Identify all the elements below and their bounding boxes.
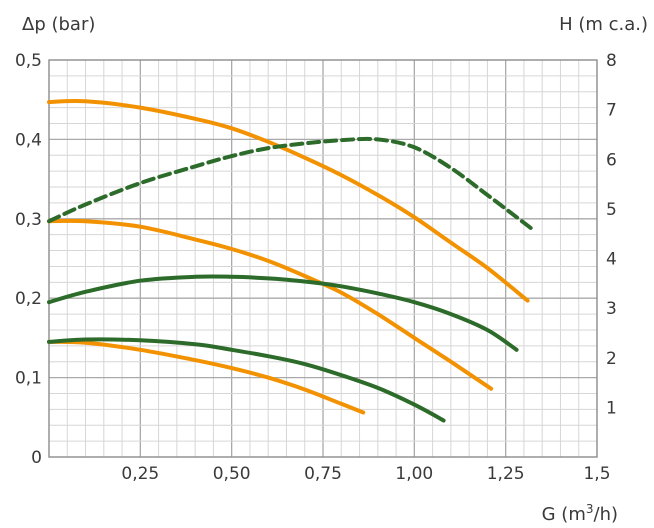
right-tick-label: 4 — [606, 250, 617, 270]
x-tick-label: 1,25 — [487, 464, 525, 484]
x-tick-label: 1,5 — [583, 464, 610, 484]
left-tick-label: 0 — [31, 448, 42, 468]
tick-label-layer: 0 0,1 0,2 0,3 0,4 0,5 1 2 3 4 5 6 7 8 0,25 0,50 0,75 1,00… — [15, 51, 617, 484]
right-tick-label: 8 — [606, 51, 617, 71]
pump-curve-5 — [47, 337, 446, 423]
right-tick-label: 2 — [606, 349, 617, 369]
right-tick-label: 7 — [606, 101, 617, 121]
curve-layer — [47, 99, 534, 423]
x-axis-title: G (m3/h) — [542, 502, 618, 525]
left-tick-label: 0,4 — [15, 130, 42, 150]
pump-curve-2 — [47, 218, 494, 391]
x-tick-label: 0,25 — [121, 464, 159, 484]
x-tick-label: 1,00 — [395, 464, 433, 484]
right-tick-label: 1 — [606, 398, 617, 418]
left-tick-label: 0,1 — [15, 369, 42, 389]
left-tick-label: 0,2 — [15, 289, 42, 309]
left-tick-label: 0,3 — [15, 210, 42, 230]
x-axis-title-tail: /h) — [594, 504, 619, 525]
pump-curve-4 — [47, 274, 519, 352]
x-axis-title-superscript: 3 — [586, 502, 594, 516]
right-tick-label: 3 — [606, 299, 617, 319]
right-tick-label: 6 — [606, 150, 617, 170]
x-tick-label: 0,50 — [213, 464, 251, 484]
right-tick-label: 5 — [606, 200, 617, 220]
left-axis-title: Δp (bar) — [22, 14, 95, 35]
pump-curve-1 — [47, 99, 530, 303]
x-axis-title-main: G (m — [542, 504, 586, 525]
x-tick-label: 0,75 — [304, 464, 342, 484]
pump-curve-3 — [47, 339, 366, 415]
plot-frame — [48, 59, 598, 458]
right-axis-title: H (m c.a.) — [559, 14, 648, 35]
left-tick-label: 0,5 — [15, 51, 42, 71]
